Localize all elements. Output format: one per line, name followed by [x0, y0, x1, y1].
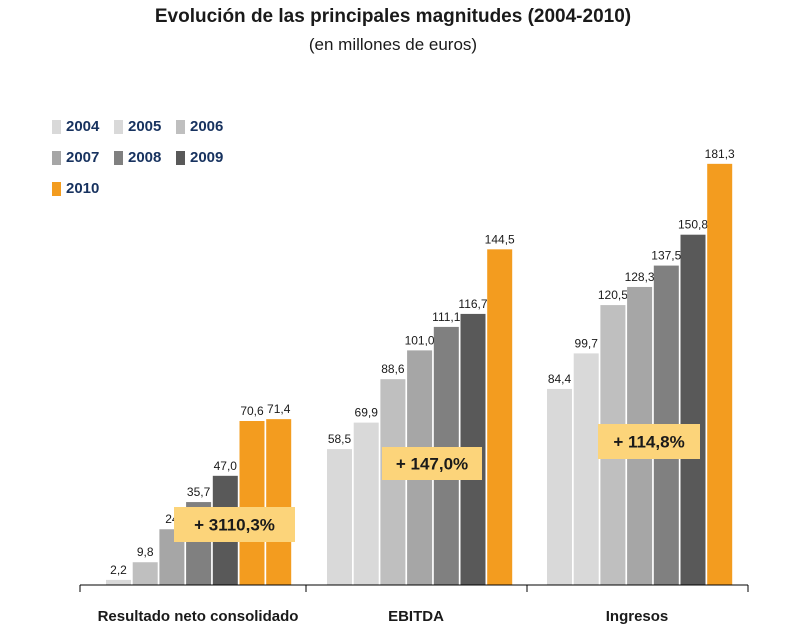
growth-label: + 3110,3%	[194, 516, 275, 535]
legend-label: 2005	[128, 118, 162, 135]
bar-2004	[327, 449, 352, 585]
legend-item-2006: 2006	[176, 118, 223, 135]
chart-title: Evolución de las principales magnitudes …	[154, 6, 632, 27]
growth-label: + 147,0%	[396, 455, 468, 474]
bar-2005	[106, 579, 131, 585]
data-label: 150,8	[678, 218, 708, 232]
data-label: 128,3	[625, 270, 655, 284]
data-label: 144,5	[485, 232, 515, 246]
legend-label: 2010	[66, 180, 100, 197]
data-label: 116,7	[458, 297, 487, 311]
data-label: 9,8	[137, 545, 154, 559]
legend-item-2008: 2008	[114, 149, 161, 166]
data-label: 35,7	[187, 485, 211, 499]
category-label: Ingresos	[606, 608, 669, 625]
bar-2005	[353, 422, 379, 585]
data-label: 58,5	[328, 432, 352, 446]
legend-label: 2006	[190, 118, 224, 135]
category-label: Resultado neto consolidado	[98, 608, 299, 625]
legend-item-2004: 2004	[52, 118, 99, 135]
chart-subtitle: (en millones de euros)	[308, 35, 478, 54]
legend-item-2005: 2005	[114, 118, 161, 135]
bar-extra	[266, 419, 292, 585]
data-label: 69,9	[355, 406, 379, 420]
legend-swatch	[114, 150, 123, 165]
data-label: 47,0	[214, 459, 238, 473]
legend-label: 2008	[128, 149, 162, 166]
legend-label: 2004	[66, 118, 100, 135]
data-label: 2,2	[110, 563, 127, 577]
growth-label: + 114,8%	[613, 433, 684, 452]
growth-badge	[382, 447, 482, 480]
bar-2005	[573, 353, 599, 585]
bar-2010	[239, 420, 265, 585]
growth-badge	[598, 424, 700, 459]
bar-2010	[707, 163, 733, 586]
bar-2006	[380, 379, 406, 585]
bar-2009	[680, 234, 706, 586]
data-label: 99,7	[575, 336, 599, 350]
legend-swatch	[114, 119, 123, 134]
legend-item-2009: 2009	[176, 149, 223, 166]
bar-2010	[487, 249, 513, 585]
legend-swatch	[176, 119, 185, 134]
legend-swatch	[52, 181, 61, 196]
data-label: 137,5	[651, 249, 681, 263]
legend-label: 2007	[66, 149, 100, 166]
legend-swatch	[52, 150, 61, 165]
growth-badge	[174, 507, 295, 542]
data-label: 101,0	[405, 333, 435, 347]
data-label: 88,6	[381, 362, 405, 376]
legend-item-2007: 2007	[52, 149, 99, 166]
legend-item-2010: 2010	[52, 180, 99, 197]
legend-swatch	[52, 119, 61, 134]
data-label: 71,4	[267, 402, 291, 416]
data-label: 111,1	[432, 310, 461, 324]
legend-label: 2009	[190, 149, 224, 166]
legend-swatch	[176, 150, 185, 165]
data-label: 84,4	[548, 372, 572, 386]
data-label: 70,6	[240, 404, 264, 418]
bar-2004	[547, 388, 572, 585]
data-label: 181,3	[705, 147, 735, 161]
category-label: EBITDA	[388, 608, 444, 625]
bar-2006	[132, 562, 158, 585]
data-label: 120,5	[598, 288, 628, 302]
